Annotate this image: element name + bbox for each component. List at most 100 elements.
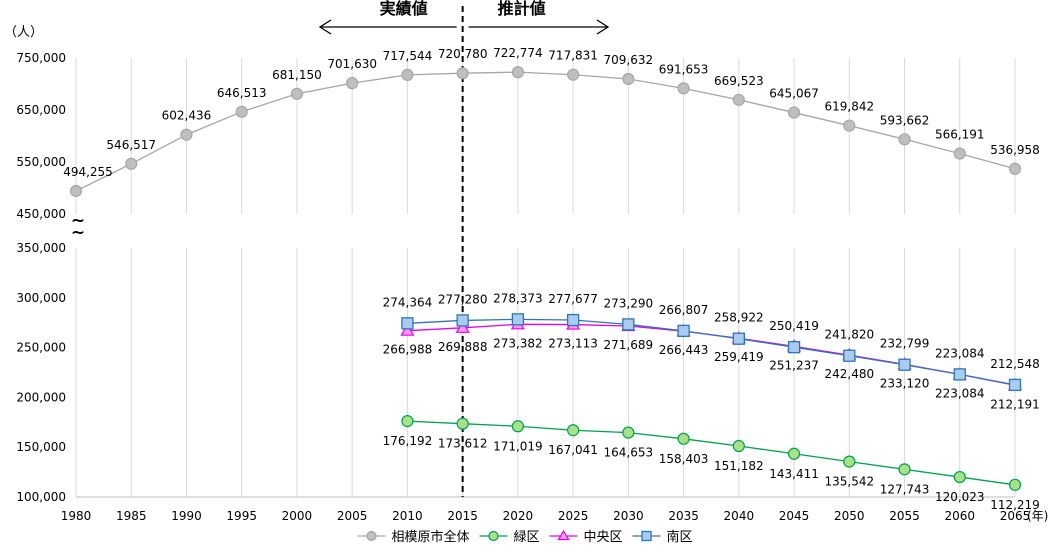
marker-0-2010 xyxy=(401,68,414,81)
data-label: 717,831 xyxy=(548,49,598,63)
data-label: 167,041 xyxy=(548,443,598,457)
marker-0-2050 xyxy=(843,119,856,132)
marker-0-2060 xyxy=(953,147,966,160)
grid-lines xyxy=(75,58,1016,497)
marker-3-2020 xyxy=(511,313,525,326)
data-label: 691,653 xyxy=(659,62,709,76)
marker-3-2055 xyxy=(898,358,911,371)
data-label: 266,988 xyxy=(383,343,433,357)
data-label: 164,653 xyxy=(604,446,654,460)
data-label: 701,630 xyxy=(327,57,377,71)
marker-1-2030 xyxy=(622,426,635,439)
x-tick-label: 2040 xyxy=(724,509,755,523)
y-tick-label-lower: 100,000 xyxy=(16,490,66,504)
data-label: 273,113 xyxy=(548,337,598,351)
data-label: 112,219 xyxy=(990,498,1040,512)
x-tick-label: 2065 xyxy=(1000,509,1031,523)
marker-0-2025 xyxy=(567,68,580,81)
data-label: 223,084 xyxy=(935,346,985,360)
projection-arrow-head xyxy=(596,19,610,35)
marker-1-2025 xyxy=(567,424,580,437)
marker-3-2010 xyxy=(401,317,414,330)
legend-entry-1: 緑区 xyxy=(479,530,540,545)
series-line-1 xyxy=(407,420,1016,486)
data-label: 232,799 xyxy=(880,337,930,351)
data-label: 681,150 xyxy=(272,68,322,82)
data-label: 158,403 xyxy=(659,452,709,466)
y-tick-label-upper: 450,000 xyxy=(16,207,66,221)
marker-1-2045 xyxy=(787,447,801,460)
data-label: 271,689 xyxy=(604,338,654,352)
series-group xyxy=(69,66,1023,491)
marker-1-2050 xyxy=(843,455,856,468)
data-label: 619,842 xyxy=(824,100,874,114)
marker-0-2035 xyxy=(677,82,690,95)
data-label: 212,548 xyxy=(990,357,1040,371)
marker-3-2065 xyxy=(1008,378,1022,392)
data-label: 645,067 xyxy=(769,87,819,101)
marker-0-2040 xyxy=(732,93,745,106)
marker-3-2050 xyxy=(843,349,856,362)
data-label: 120,023 xyxy=(935,490,985,504)
data-label: 536,958 xyxy=(990,143,1040,157)
axis-break-glyph: ~ xyxy=(71,211,85,231)
data-label: 250,419 xyxy=(769,319,819,333)
marker-0-1985 xyxy=(125,157,138,170)
axis-break-glyph: ~ xyxy=(71,223,85,243)
marker-0-2030 xyxy=(622,72,635,86)
marker-0-1990 xyxy=(180,128,193,141)
legend-label: 中央区 xyxy=(584,530,623,545)
marker-3-2035 xyxy=(677,324,690,338)
data-label: 720,780 xyxy=(438,47,488,61)
legend-entry-3: 南区 xyxy=(632,529,693,545)
x-tick-label: 2055 xyxy=(889,509,920,523)
y-tick-label-lower: 200,000 xyxy=(16,390,66,404)
data-label: 646,513 xyxy=(217,86,267,100)
data-label: 269,888 xyxy=(438,340,488,354)
y-tick-label-lower: 250,000 xyxy=(16,341,66,355)
data-label: 602,436 xyxy=(162,109,212,123)
x-tick-label: 2045 xyxy=(779,509,810,523)
data-label: 274,364 xyxy=(383,295,433,309)
marker-3-2060 xyxy=(953,368,966,381)
marker-1-2010 xyxy=(401,415,414,428)
data-label: 258,922 xyxy=(714,311,764,325)
marker-0-2055 xyxy=(898,133,911,146)
x-tick-label: 1985 xyxy=(116,509,147,523)
data-label: 277,677 xyxy=(548,292,598,306)
data-label: 266,443 xyxy=(659,343,709,357)
marker-3-2025 xyxy=(566,313,580,327)
marker-3-2015 xyxy=(456,314,469,327)
marker-0-2020 xyxy=(511,66,524,79)
marker-3-2040 xyxy=(732,332,745,345)
axes: 1980 1985 1990 1995 2000 2005 2010 2015 2020 2025… xyxy=(4,25,1048,523)
data-label: 669,523 xyxy=(714,74,764,88)
data-label: 212,191 xyxy=(990,397,1040,411)
x-tick-label: 2000 xyxy=(282,509,313,523)
legend: 相模原市全体 緑区 中央区 南区 xyxy=(357,529,693,545)
data-label: 709,632 xyxy=(604,53,654,67)
data-label: 494,255 xyxy=(63,165,113,179)
data-label: 273,382 xyxy=(493,336,543,350)
series-line-3 xyxy=(407,318,1016,386)
marker-3-2045 xyxy=(787,341,801,354)
marker-3-2030 xyxy=(622,318,635,331)
chart-header: 実績値 推計値 xyxy=(318,0,610,497)
data-label: 259,419 xyxy=(714,350,764,364)
data-label: 151,182 xyxy=(714,459,764,473)
projection-label: 推計値 xyxy=(498,0,546,18)
data-label: 566,191 xyxy=(935,128,985,142)
legend-label: 南区 xyxy=(667,529,693,545)
y-tick-label-lower: 350,000 xyxy=(16,241,66,255)
y-unit-label: （人） xyxy=(4,25,43,40)
data-label: 233,120 xyxy=(880,376,930,390)
marker-2-2010 xyxy=(400,323,415,336)
marker-0-2045 xyxy=(787,106,801,119)
actual-label: 実績値 xyxy=(380,0,428,18)
legend-label: 相模原市全体 xyxy=(392,529,470,545)
x-tick-label: 2050 xyxy=(834,509,865,523)
marker-1-2055 xyxy=(898,463,911,476)
x-tick-label: 1995 xyxy=(226,509,257,523)
actual-arrow-head xyxy=(318,19,332,35)
data-label: 273,290 xyxy=(604,296,654,310)
